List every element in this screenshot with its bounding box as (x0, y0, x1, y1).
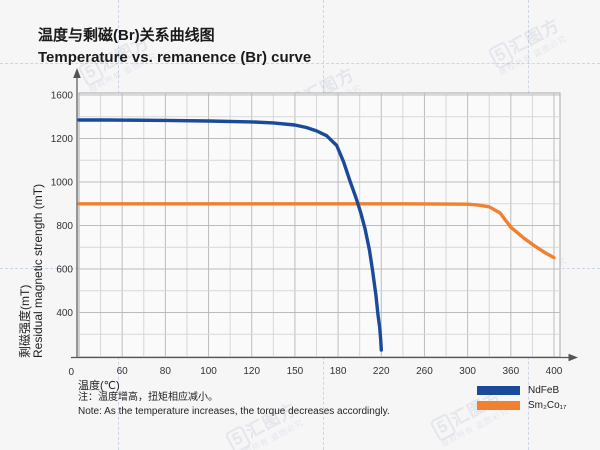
y-tick-label: 600 (56, 265, 73, 276)
legend-item-sm2co17: Sm₂Co₁₇ (477, 398, 566, 413)
y-tick-label: 1200 (51, 134, 74, 145)
ndfeb-legend-label: NdFeB (528, 385, 560, 396)
chart-note: 注：温度增高，扭矩相应减小。 Note: As the temperature … (78, 391, 390, 418)
y-axis-arrow-icon (73, 68, 81, 78)
x-tick-label: 60 (117, 366, 129, 377)
chart-note-zh: 注：温度增高，扭矩相应减小。 (78, 392, 218, 403)
x-tick-label: 220 (373, 366, 390, 377)
x-tick-label: 300 (459, 366, 476, 377)
origin-tick-label: 0 (68, 367, 74, 378)
x-tick-label: 100 (200, 366, 217, 377)
axes (71, 68, 578, 362)
x-tick-label: 260 (416, 366, 433, 377)
y-tick-label: 400 (56, 308, 73, 319)
sm2co17-curve (77, 202, 556, 260)
x-axis-arrow-icon (568, 353, 578, 362)
y-tick-label: 1000 (51, 178, 74, 189)
ndfeb-color-swatch (477, 386, 520, 395)
watermark-guide-line (0, 63, 600, 64)
chart-legend: NdFeB Sm₂Co₁₇ (477, 383, 566, 413)
chart-title-zh: 温度与剩磁(Br)关系曲线图 (38, 27, 215, 44)
y-tick-label: 800 (56, 221, 73, 232)
x-axis-title: 温度(℃) (78, 380, 120, 392)
chart-note-en: Note: As the temperature increases, the … (78, 405, 390, 417)
x-tick-label: 150 (287, 366, 304, 377)
sm2co17-color-swatch (477, 401, 520, 410)
x-tick-label: 80 (160, 366, 172, 377)
x-tick-label: 400 (546, 366, 563, 377)
chart-title-block: 温度与剩磁(Br)关系曲线图 Temperature vs. remanence… (38, 24, 311, 66)
tick-labels: 60 80 100 120 150 180 220 260 300 360 400 400 600 800… (51, 91, 563, 379)
y-tick-label: 1600 (51, 91, 74, 102)
chart-title-en: Temperature vs. remanence (Br) curve (38, 49, 312, 66)
x-tick-label: 120 (243, 366, 260, 377)
ndfeb-curve (77, 118, 383, 352)
sm2co17-legend-label: Sm₂Co₁₇ (528, 400, 567, 411)
x-tick-label: 360 (502, 366, 519, 377)
grid (79, 93, 560, 357)
y-axis-title-en: Residual magnetic strength (mT) (31, 183, 45, 358)
x-tick-label: 180 (330, 366, 347, 377)
legend-item-ndfeb: NdFeB (477, 383, 566, 398)
